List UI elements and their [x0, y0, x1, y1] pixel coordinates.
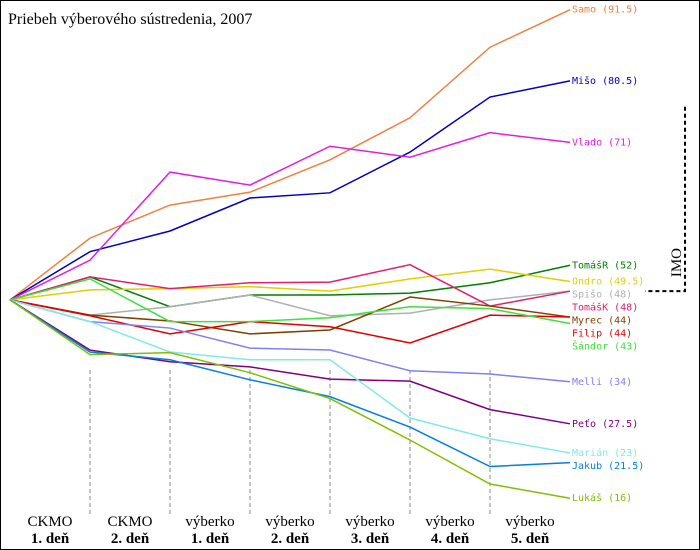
x-tick-label: 1. deň — [191, 531, 230, 547]
series-label: Lukáš (16) — [572, 492, 632, 504]
series-line — [9, 299, 571, 499]
series-label: Samo (91.5) — [572, 5, 638, 16]
series-line — [9, 264, 571, 308]
x-tick-label: CKMO — [27, 514, 72, 530]
x-tick-label: 2. deň — [111, 531, 150, 547]
series-line — [9, 263, 571, 307]
series-label: TomášR (52) — [572, 259, 638, 271]
series-line — [9, 9, 571, 301]
series-line — [9, 80, 571, 301]
series-line — [9, 299, 571, 425]
x-tick-label: výberko — [185, 514, 234, 530]
series-line — [9, 290, 571, 317]
x-tick-label: 5. deň — [511, 531, 550, 547]
x-tick-label: výberko — [345, 514, 394, 530]
series-line — [9, 296, 571, 335]
x-tick-label: 1. deň — [31, 531, 70, 547]
series-label: Jakub (21.5) — [572, 461, 644, 472]
series-label: Myrec (44) — [572, 315, 632, 326]
series-label: Vlado (71) — [572, 137, 632, 148]
imo-label: IMO — [669, 248, 685, 277]
series-line — [9, 299, 571, 454]
chart-title: Priebeh výberového sústredenia, 2007 — [8, 11, 252, 28]
series-line — [9, 299, 571, 344]
series-label: Ondro (49.5) — [572, 276, 644, 287]
series-label: Spišo (48) — [572, 288, 632, 300]
series-line — [9, 299, 571, 383]
x-tick-label: výberko — [505, 514, 554, 530]
series-label: Peťo (27.5) — [572, 418, 638, 430]
x-tick-label: 2. deň — [271, 531, 310, 547]
series-label: Marián (23) — [572, 447, 638, 459]
series-line — [9, 268, 571, 301]
series-label: TomášK (48) — [572, 301, 638, 313]
series-line — [9, 131, 571, 301]
series-label: Filip (44) — [572, 328, 632, 339]
x-tick-label: 3. deň — [351, 531, 390, 547]
series-label: Melli (34) — [572, 377, 632, 388]
imo-bracket — [645, 106, 686, 293]
x-tick-label: 4. deň — [431, 531, 470, 547]
x-tick-label: CKMO — [107, 514, 152, 530]
series-label: Šándor (43) — [572, 339, 638, 352]
x-tick-label: výberko — [265, 514, 314, 530]
series-line — [9, 299, 571, 468]
series-line — [9, 278, 571, 325]
series-label: Mišo (80.5) — [572, 75, 638, 87]
x-tick-label: výberko — [425, 514, 474, 530]
